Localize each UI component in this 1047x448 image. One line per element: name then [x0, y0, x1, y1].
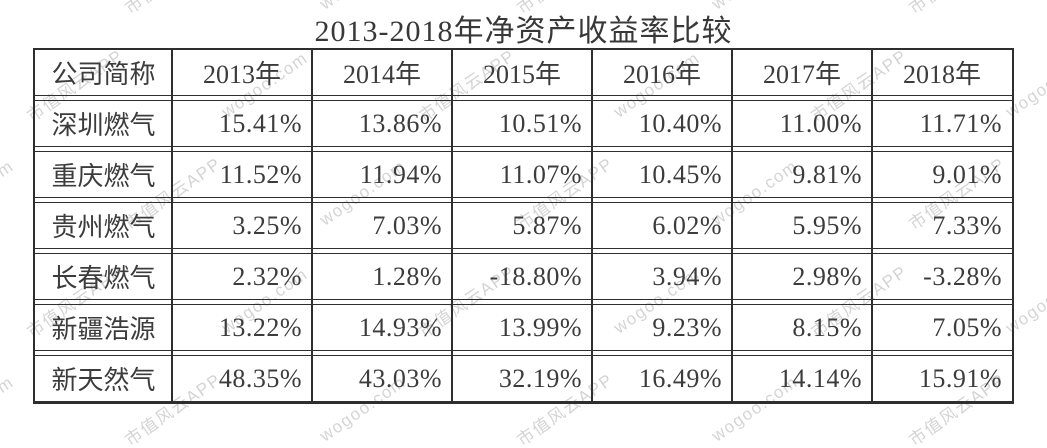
company-cell: 贵州燃气: [51, 213, 156, 242]
value-cell: 14.14%: [778, 363, 862, 393]
value-cell: 7.33%: [932, 210, 1002, 240]
value-cell: 1.28%: [372, 261, 442, 291]
value-cell: 5.95%: [792, 210, 862, 240]
value-cell: 8.15%: [792, 312, 862, 342]
value-cell: 3.94%: [652, 261, 722, 291]
column-divider: [591, 50, 593, 402]
value-cell: 32.19%: [498, 363, 582, 393]
value-cell: 14.93%: [358, 312, 442, 342]
header-cell: 2017年: [762, 60, 841, 89]
header-cell: 2014年: [342, 60, 421, 89]
company-cell: 新天然气: [51, 366, 156, 395]
column-divider: [731, 50, 733, 402]
table-row: 新疆浩源 13.22% 14.93% 13.99% 9.23% 8.15% 7.…: [35, 304, 1012, 351]
value-cell: 11.71%: [919, 108, 1002, 138]
value-cell: 11.00%: [779, 108, 862, 138]
header-cell: 公司简称: [51, 60, 156, 89]
table-row: 长春燃气 2.32% 1.28% -18.80% 3.94% 2.98% -3.…: [35, 253, 1012, 300]
value-cell: 11.07%: [499, 159, 582, 189]
value-cell: 48.35%: [218, 363, 302, 393]
table-header-row: 公司简称 2013年 2014年 2015年 2016年 2017年 2018年: [35, 50, 1012, 96]
value-cell: 9.81%: [792, 159, 862, 189]
table-row: 新天然气 48.35% 43.03% 32.19% 16.49% 14.14% …: [35, 355, 1012, 402]
value-cell: -18.80%: [489, 261, 582, 291]
value-cell: 2.32%: [232, 261, 302, 291]
value-cell: 7.05%: [932, 312, 1002, 342]
header-cell: 2015年: [482, 60, 561, 89]
table-row: 重庆燃气 11.52% 11.94% 11.07% 10.45% 9.81% 9…: [35, 151, 1012, 198]
value-cell: 10.45%: [638, 159, 722, 189]
header-cell: 2013年: [202, 60, 281, 89]
value-cell: 16.49%: [638, 363, 722, 393]
value-cell: 9.01%: [932, 159, 1002, 189]
value-cell: 13.86%: [358, 108, 442, 138]
value-cell: 9.23%: [652, 312, 722, 342]
value-cell: 15.91%: [918, 363, 1002, 393]
table-body: 公司简称 2013年 2014年 2015年 2016年 2017年 2018年…: [35, 50, 1012, 402]
chart-title: 2013-2018年净资产收益率比较: [314, 15, 733, 48]
value-cell: 10.51%: [498, 108, 582, 138]
header-cell: 2016年: [622, 60, 701, 89]
value-cell: 11.94%: [359, 159, 442, 189]
column-divider: [871, 50, 873, 402]
value-cell: 2.98%: [792, 261, 862, 291]
value-cell: 13.99%: [498, 312, 582, 342]
value-cell: -3.28%: [923, 261, 1002, 291]
watermark-text: wogoo.com: [0, 156, 18, 230]
company-cell: 新疆浩源: [51, 315, 156, 344]
value-cell: 15.41%: [218, 108, 302, 138]
table-row: 深圳燃气 15.41% 13.86% 10.51% 10.40% 11.00% …: [35, 100, 1012, 147]
company-cell: 深圳燃气: [51, 111, 156, 140]
value-cell: 10.40%: [638, 108, 722, 138]
value-cell: 5.87%: [512, 210, 582, 240]
value-cell: 43.03%: [358, 363, 442, 393]
value-cell: 6.02%: [652, 210, 722, 240]
value-cell: 11.52%: [219, 159, 302, 189]
value-cell: 3.25%: [232, 210, 302, 240]
column-divider: [451, 50, 453, 402]
value-cell: 13.22%: [218, 312, 302, 342]
value-cell: 7.03%: [372, 210, 442, 240]
roe-table: 公司简称 2013年 2014年 2015年 2016年 2017年 2018年…: [33, 48, 1014, 404]
watermark-text: wogoo.com: [0, 372, 18, 446]
header-cell: 2018年: [902, 60, 981, 89]
company-cell: 长春燃气: [51, 264, 156, 293]
table-row: 贵州燃气 3.25% 7.03% 5.87% 6.02% 5.95% 7.33%: [35, 202, 1012, 249]
column-divider: [171, 50, 173, 402]
column-divider: [311, 50, 313, 402]
company-cell: 重庆燃气: [51, 162, 156, 191]
